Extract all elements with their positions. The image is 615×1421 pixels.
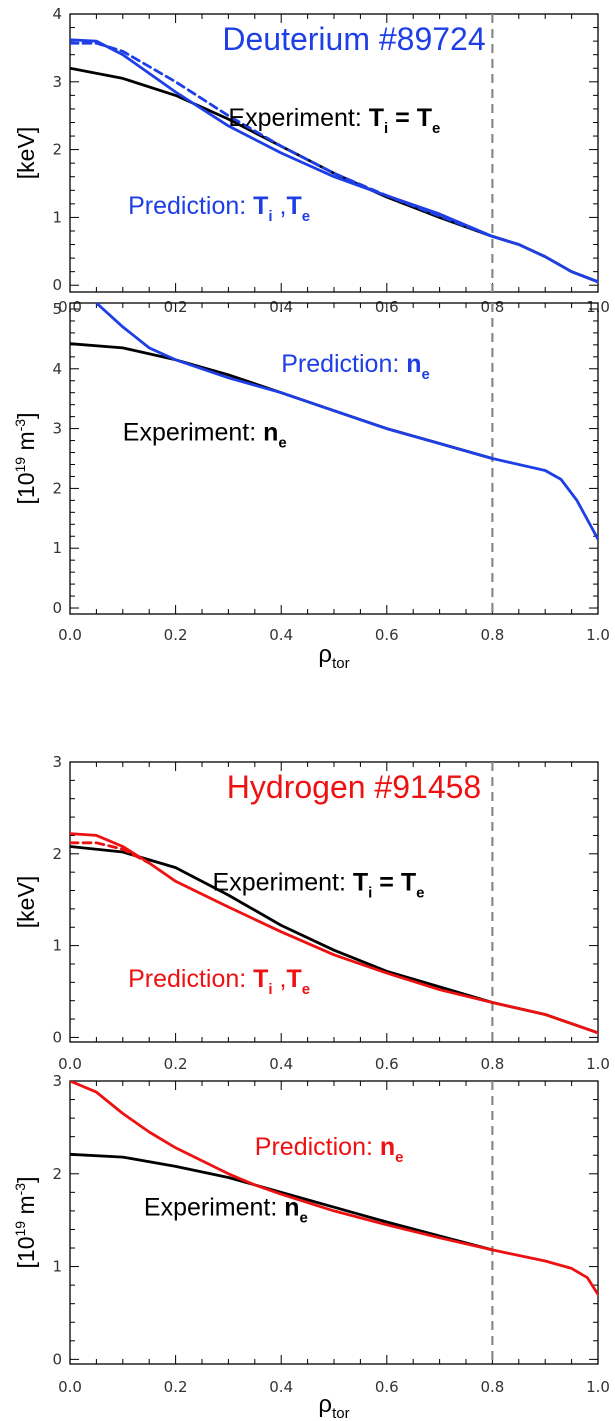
- x-tick-label: 0.6: [375, 1055, 399, 1073]
- panel-3: 0.0 0.2 0.4 0.6 0.8 1.0 0 1 2 3 Hydrogen #91458 Exp…: [13, 753, 610, 1073]
- y-tick-label: 3: [52, 753, 62, 771]
- y-tick-label: 1: [52, 937, 62, 955]
- y-axis-label: [1019 m-3]: [12, 413, 39, 505]
- y-tick-label: 3: [52, 73, 62, 91]
- y-tick-label: 1: [52, 539, 62, 557]
- series-line-2: [70, 832, 598, 1035]
- x-tick-label: 0.6: [375, 626, 399, 644]
- y-tick-label: 1: [52, 1258, 62, 1276]
- x-tick-label: 0.8: [480, 1055, 504, 1073]
- y-tick-label: 5: [52, 300, 62, 318]
- y-tick-label: 3: [52, 420, 62, 438]
- annotation-label: Prediction: ne: [281, 350, 430, 383]
- x-tick-label: 0.2: [164, 626, 188, 644]
- y-tick-label: 0: [52, 1350, 62, 1368]
- panel-2: 0.0 0.2 0.4 0.6 0.8 1.0 0 1 2 3 4 5 Prediction: ne Ex…: [12, 300, 610, 672]
- y-tick-label: 2: [52, 1165, 62, 1183]
- annotation-label: Prediction: Ti ,Te: [128, 965, 310, 998]
- series-line-1: [70, 1152, 494, 1252]
- y-axis-label: [1019 m-3]: [12, 1177, 39, 1269]
- annotation-label: Experiment: ne: [123, 419, 287, 452]
- annotation-label: Prediction: ne: [255, 1133, 404, 1166]
- x-tick-label: 0.4: [269, 1055, 293, 1073]
- x-tick-label: 0.0: [58, 626, 82, 644]
- x-tick-label: 0.0: [58, 1055, 82, 1073]
- y-tick-label: 0: [52, 1028, 62, 1046]
- x-tick-label: 0.6: [375, 1378, 399, 1396]
- x-tick-label: 0.2: [164, 1378, 188, 1396]
- series-line-1: [70, 66, 598, 284]
- x-tick-label: 1.0: [586, 626, 610, 644]
- annotation-label: Prediction: Ti ,Te: [128, 192, 310, 225]
- x-tick-label: 0.0: [58, 1378, 82, 1396]
- series-line-2: [70, 1081, 598, 1296]
- y-tick-label: 4: [52, 360, 62, 378]
- y-tick-label: 1: [52, 208, 62, 226]
- x-axis-label: ρtor: [318, 1391, 349, 1421]
- x-tick-label: 0.4: [269, 626, 293, 644]
- x-tick-label: 1.0: [586, 1378, 610, 1396]
- series-line-2: [95, 303, 598, 541]
- x-tick-label: 0.8: [480, 1378, 504, 1396]
- x-tick-label: 0.8: [480, 626, 504, 644]
- y-tick-label: 2: [52, 845, 62, 863]
- y-tick-label: 0: [52, 599, 62, 617]
- x-axis-label: ρtor: [318, 641, 349, 672]
- y-tick-label: 2: [52, 479, 62, 497]
- annotation-label: Experiment: Ti = Te: [228, 104, 440, 137]
- y-axis-label: [keV]: [13, 876, 39, 928]
- y-tick-label: 0: [52, 276, 62, 294]
- series-line-3: [70, 841, 151, 865]
- x-tick-label: 1.0: [586, 1055, 610, 1073]
- panel-title: Deuterium #89724: [222, 21, 485, 57]
- x-tick-label: 0.2: [164, 1055, 188, 1073]
- y-tick-label: 2: [52, 141, 62, 159]
- plot-frame: [69, 1080, 599, 1365]
- annotation-label: Experiment: Ti = Te: [213, 869, 425, 902]
- y-tick-label: 3: [52, 1072, 62, 1090]
- panel-title: Hydrogen #91458: [227, 769, 481, 805]
- panel-4: 0.0 0.2 0.4 0.6 0.8 1.0 0 1 2 3 Prediction: ne Expe…: [12, 1072, 610, 1421]
- y-axis-label: [keV]: [13, 127, 39, 179]
- y-tick-label: 4: [52, 5, 62, 23]
- series-line-3: [70, 41, 494, 238]
- series-line-2: [70, 38, 598, 284]
- x-tick-label: 0.4: [269, 1378, 293, 1396]
- annotation-label: Experiment: ne: [144, 1194, 308, 1227]
